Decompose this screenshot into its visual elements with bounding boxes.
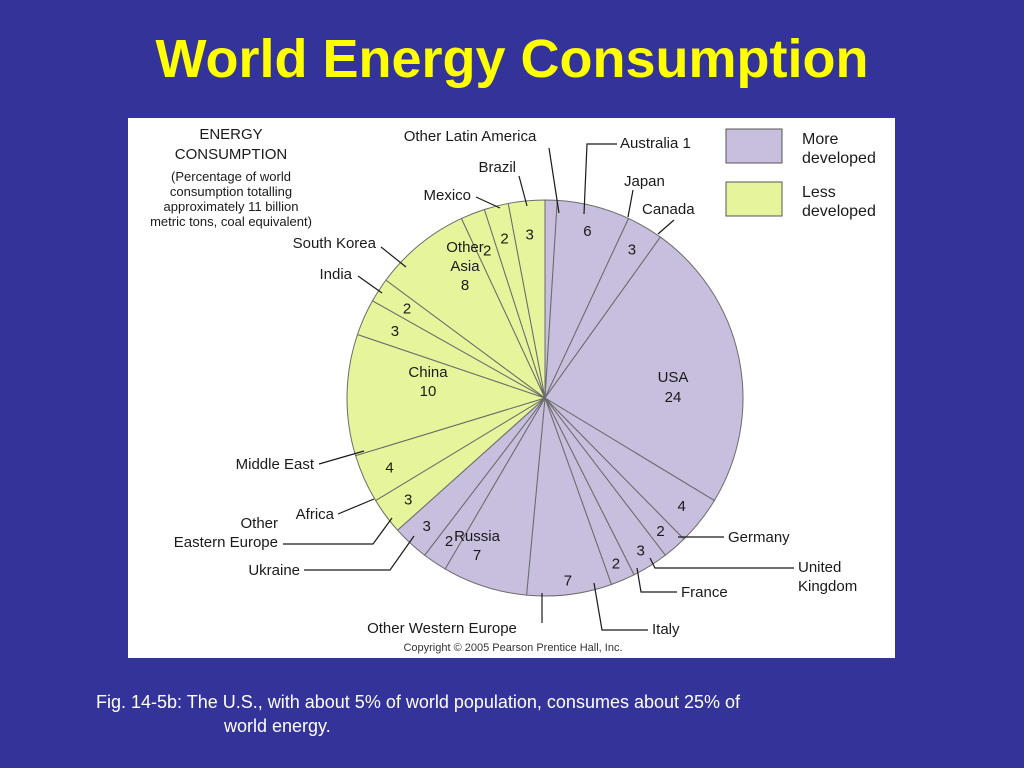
pie-slice-other-latin-america xyxy=(507,199,546,399)
energy-pie-figure: ENERGY CONSUMPTION (Percentage of world … xyxy=(128,118,895,658)
slice-value-africa: 3 xyxy=(404,491,412,508)
pie-slice-china xyxy=(346,333,547,457)
leader-line-other-latin-america xyxy=(548,147,560,214)
slice-value-usa: 24 xyxy=(665,389,682,406)
slice-value-france: 3 xyxy=(637,543,645,560)
slice-name-australia: Australia 1 xyxy=(620,135,691,152)
slice-name-usa: USA xyxy=(658,369,689,386)
leader-line-south-korea xyxy=(380,246,407,268)
slice-value-other-western-europe: 7 xyxy=(564,573,572,590)
slice-value-south-korea: 2 xyxy=(403,301,411,318)
slice-name-other-asia-1: Other xyxy=(446,239,484,256)
slice-value-mexico: 2 xyxy=(483,243,491,260)
slice-value-other-latin-america: 3 xyxy=(526,226,534,243)
figure-caption: Fig. 14-5b: The U.S., with about 5% of w… xyxy=(96,690,926,738)
pie-slice-other-asia xyxy=(385,217,546,399)
slide-title: World Energy Consumption xyxy=(155,29,869,89)
slice-value-other-eastern-europe: 3 xyxy=(423,518,431,535)
slice-name-france: France xyxy=(681,584,728,601)
slice-value-canada: 3 xyxy=(628,241,636,258)
slice-name-other-eastern-europe-1: Other xyxy=(240,515,278,532)
figure-note-line3: approximately 11 billion xyxy=(164,199,299,214)
figure-heading: ENERGY CONSUMPTION (Percentage of world … xyxy=(150,126,312,229)
legend-swatch-less xyxy=(725,181,783,217)
legend-label-more-2: developed xyxy=(802,150,876,167)
figure-note-line1: (Percentage of world xyxy=(171,169,291,184)
slice-value-united-kingdom: 2 xyxy=(656,523,664,540)
leader-line-india xyxy=(357,275,383,294)
slice-value-brazil: 2 xyxy=(500,231,508,248)
chart-legend: More developed Less developed xyxy=(725,128,876,220)
leader-line-france xyxy=(636,567,677,593)
leader-line-canada xyxy=(657,219,675,235)
leader-line-united-kingdom xyxy=(649,557,794,569)
slice-value-germany: 4 xyxy=(678,498,686,515)
figure-heading-line1: ENERGY xyxy=(199,126,262,143)
figure-note-line4: metric tons, coal equivalent) xyxy=(150,214,312,229)
pie-labels: Australia 16Japan3CanadaUSA244Germany2Un… xyxy=(174,128,857,638)
slice-name-ukraine: Ukraine xyxy=(248,562,300,579)
leader-line-brazil xyxy=(518,175,528,207)
slice-name-germany: Germany xyxy=(728,529,790,546)
slice-name-united-kingdom-2: Kingdom xyxy=(798,578,857,595)
slice-value-other-asia: 8 xyxy=(461,277,469,294)
slice-name-other-western-europe: Other Western Europe xyxy=(367,620,517,637)
leader-line-ukraine xyxy=(304,535,415,571)
slice-name-italy: Italy xyxy=(652,621,680,638)
legend-label-less-1: Less xyxy=(802,184,836,201)
slice-name-india: India xyxy=(319,266,352,283)
pie-slice-usa xyxy=(544,236,744,502)
slice-value-china: 10 xyxy=(420,383,437,400)
slice-value-middle-east: 4 xyxy=(385,459,393,476)
energy-pie-chart: ENERGY CONSUMPTION (Percentage of world … xyxy=(150,126,876,654)
slice-value-italy: 2 xyxy=(612,556,620,573)
slice-name-africa: Africa xyxy=(296,506,335,523)
slice-value-japan: 6 xyxy=(583,223,591,240)
leader-line-africa xyxy=(337,498,375,515)
slice-name-other-latin-america: Other Latin America xyxy=(404,128,537,145)
slice-name-japan: Japan xyxy=(624,173,665,190)
slice-name-other-eastern-europe-2: Eastern Europe xyxy=(174,534,278,551)
pie-slices xyxy=(346,199,744,597)
legend-label-less-2: developed xyxy=(802,203,876,220)
leader-line-australia xyxy=(583,143,617,215)
slice-name-mexico: Mexico xyxy=(423,187,471,204)
slice-name-canada: Canada xyxy=(642,201,695,218)
slice-value-ukraine: 2 xyxy=(445,533,453,550)
leader-line-mexico xyxy=(475,196,501,209)
slice-name-other-asia-2: Asia xyxy=(450,258,480,275)
figure-note-line2: consumption totalling xyxy=(170,184,292,199)
caption-line-1: Fig. 14-5b: The U.S., with about 5% of w… xyxy=(96,692,741,712)
slice-name-brazil: Brazil xyxy=(478,159,516,176)
legend-swatch-more xyxy=(725,128,783,164)
caption-line-2: world energy. xyxy=(224,716,331,736)
slice-name-south-korea: South Korea xyxy=(293,235,377,252)
slice-name-middle-east: Middle East xyxy=(236,456,315,473)
leader-line-italy xyxy=(593,582,648,631)
slice-name-russia: Russia xyxy=(454,528,501,545)
slice-name-united-kingdom-1: United xyxy=(798,559,841,576)
copyright-notice: Copyright © 2005 Pearson Prentice Hall, … xyxy=(403,642,622,654)
pie-leader-lines xyxy=(283,143,794,631)
legend-label-more-1: More xyxy=(802,131,839,148)
figure-heading-line2: CONSUMPTION xyxy=(175,146,288,163)
leader-line-other-eastern-europe xyxy=(283,517,393,545)
slice-name-china: China xyxy=(408,364,448,381)
slice-value-india: 3 xyxy=(391,323,399,340)
leader-line-middle-east xyxy=(318,450,365,465)
leader-line-japan xyxy=(627,189,634,218)
slice-value-russia: 7 xyxy=(473,547,481,564)
